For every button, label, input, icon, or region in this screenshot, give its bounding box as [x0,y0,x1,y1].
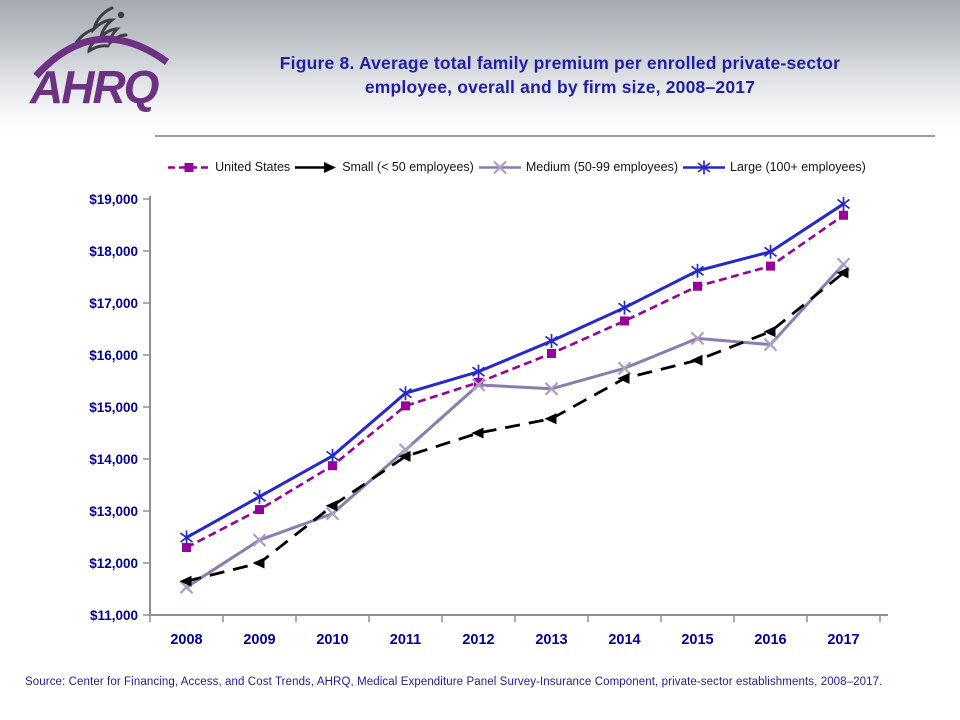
figure-title-line1: Figure 8. Average total family premium p… [279,53,841,73]
y-axis-tick-label: $18,000 [89,244,138,259]
x-axis-tick-label: 2011 [390,632,421,648]
figure-title-line2: employee, overall and by firm size, 2008… [364,77,756,97]
y-axis-tick-label: $11,000 [90,608,138,623]
ahrq-logo-arc [33,35,170,79]
series-united-states [182,210,848,553]
y-axis-tick-label: $13,000 [89,504,138,519]
ahrq-logo: AHRQ [29,6,170,113]
series-small-50-employees [179,267,849,587]
x-axis-tick-label: 2010 [316,632,348,648]
header-divider-line [155,135,935,137]
y-axis-tick-label: $19,000 [89,192,138,207]
small-dash-triangle-marker-icon [295,161,337,173]
legend-label-small-firms: Small (< 50 employees) [342,160,474,174]
medium-xcross-marker-icon [478,160,521,174]
x-axis-tick-label: 2013 [535,632,567,648]
us-dashed-square-marker-icon [168,162,211,172]
header-gradient-band [0,0,960,132]
x-axis-tick-label: 2017 [827,632,859,648]
x-axis-tick-label: 2014 [608,632,640,648]
figure-title: Figure 8. Average total family premium p… [180,51,940,99]
large-asterisk-marker-icon [683,160,725,174]
y-axis-tick-label: $16,000 [89,348,138,363]
x-axis-tick-label: 2008 [170,632,202,648]
x-axis-tick-label: 2009 [243,632,275,648]
source-note: Source: Center for Financing, Access, an… [25,676,883,688]
legend-label-large-firms: Large (100+ employees) [730,160,866,174]
x-axis-tick-label: 2012 [462,632,494,648]
y-axis-tick-label: $15,000 [89,400,138,415]
legend-item-united-states: United States [166,160,290,175]
legend-item-large-firms: Large (100+ employees) [681,160,866,175]
legend-label-medium-firms: Medium (50-99 employees) [525,160,678,174]
legend-label-united-states: United States [215,160,291,174]
x-axis-tick-label: 2016 [754,632,786,648]
ahrq-logo-text: AHRQ [29,61,160,113]
x-axis-tick-label: 2015 [681,632,713,648]
y-axis-tick-label: $12,000 [89,556,138,571]
y-axis-tick-label: $17,000 [89,296,138,311]
y-axis-tick-label: $14,000 [89,452,138,467]
series-large-100-employees [179,196,851,545]
chart-legend: United States Small (< 50 employees) Med… [0,155,960,179]
legend-item-medium-firms: Medium (50-99 employees) [477,160,678,175]
series-medium-50-99-employees [179,257,851,594]
legend-item-small-firms: Small (< 50 employees) [293,160,474,175]
axes: $11,000 $12,000 $13,000 $14,000 $15,000 $16,0… [89,192,888,648]
